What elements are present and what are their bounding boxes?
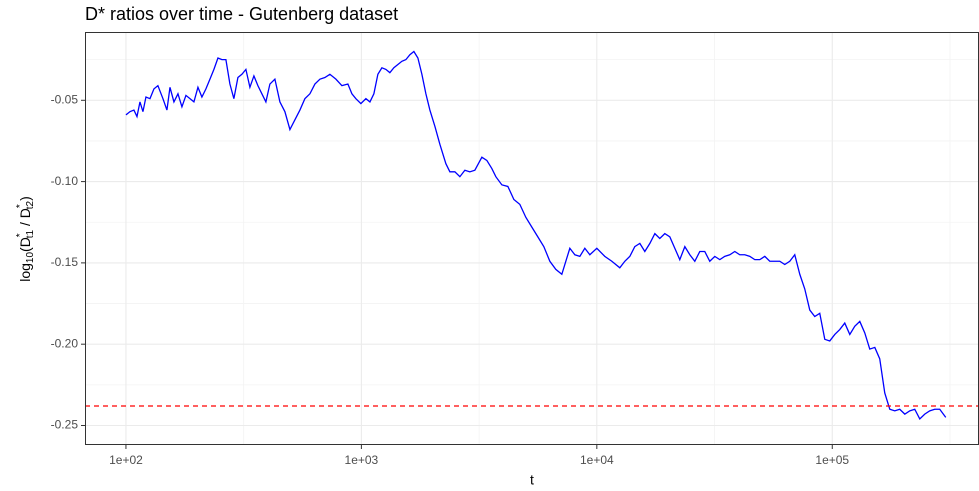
panel-background bbox=[85, 32, 979, 445]
plot-panel bbox=[85, 32, 979, 445]
data-line bbox=[125, 50, 947, 421]
y-title-part: t1 bbox=[25, 229, 36, 238]
y-tick-label: -0.10 bbox=[51, 174, 79, 188]
y-title-part: t2 bbox=[25, 200, 36, 209]
y-title-part: log bbox=[17, 263, 33, 282]
x-axis-title: t bbox=[530, 472, 534, 488]
y-axis-title-text: log10(D*t1 / D*t2) bbox=[15, 196, 36, 282]
x-tick-label: 1e+03 bbox=[345, 453, 379, 467]
y-axis-title: log10(D*t1 / D*t2) bbox=[15, 196, 36, 282]
y-tick-label: -0.20 bbox=[51, 336, 79, 350]
chart-title: D* ratios over time - Gutenberg dataset bbox=[85, 4, 398, 24]
y-title-part: ) bbox=[17, 196, 33, 201]
y-tick-label: -0.15 bbox=[51, 255, 79, 269]
y-title-part: 10 bbox=[25, 252, 36, 264]
y-tick-label: -0.25 bbox=[51, 418, 79, 432]
y-title-part: (D bbox=[17, 237, 33, 252]
y-title-part: * bbox=[15, 233, 26, 237]
x-tick-label: 1e+04 bbox=[580, 453, 614, 467]
y-title-part: / D bbox=[17, 208, 33, 230]
x-tick-label: 1e+05 bbox=[815, 453, 849, 467]
y-title-part: * bbox=[15, 204, 26, 208]
x-tick-label: 1e+02 bbox=[109, 453, 143, 467]
y-tick-label: -0.05 bbox=[51, 92, 79, 106]
